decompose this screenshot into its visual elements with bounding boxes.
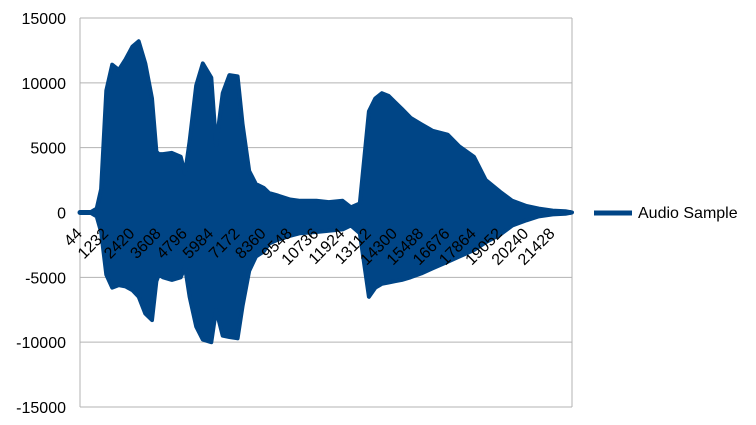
y-tick-label: 10000 xyxy=(22,76,67,93)
y-tick-label: -15000 xyxy=(16,400,66,417)
legend-label: Audio Sample xyxy=(638,205,738,222)
y-tick-label: 0 xyxy=(57,206,66,223)
legend: Audio Sample xyxy=(594,205,738,222)
y-tick-label: -5000 xyxy=(25,270,66,287)
y-axis-tick-labels: 15000 10000 5000 0 -5000 -10000 -15000 xyxy=(16,11,66,417)
y-tick-label: -10000 xyxy=(16,335,66,352)
waveform-area xyxy=(78,39,574,345)
series-audio-sample xyxy=(77,39,574,345)
y-tick-label: 5000 xyxy=(30,141,66,158)
y-tick-label: 15000 xyxy=(22,11,67,28)
